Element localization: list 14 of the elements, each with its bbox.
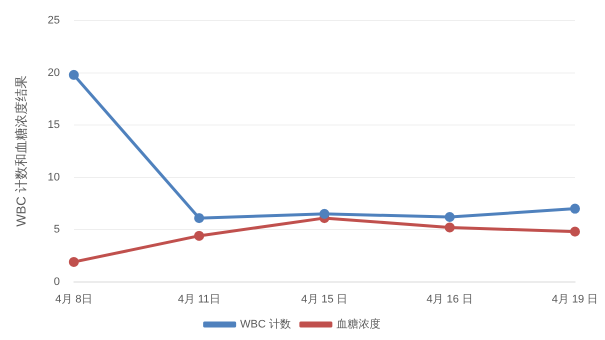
legend-label: 血糖浓度	[336, 318, 380, 331]
legend-label: WBC 计数	[240, 318, 291, 331]
y-tick-label: 25	[48, 14, 60, 27]
x-tick-label: 4月 19 日	[552, 293, 598, 306]
x-tick-label: 4月 16 日	[426, 293, 473, 306]
x-tick-label: 4月 11日	[178, 293, 220, 306]
x-tick-label: 4月 15 日	[301, 293, 348, 306]
y-tick-label: 20	[48, 66, 60, 79]
y-tick-label: 10	[48, 171, 60, 184]
x-tick-label: 4月 8日	[55, 293, 92, 306]
y-tick-label: 15	[48, 119, 60, 132]
y-tick-label: 5	[54, 224, 60, 236]
y-axis-title: WBC 计数和血糖浓度结果	[13, 76, 28, 227]
y-tick-label: 0	[54, 276, 60, 288]
